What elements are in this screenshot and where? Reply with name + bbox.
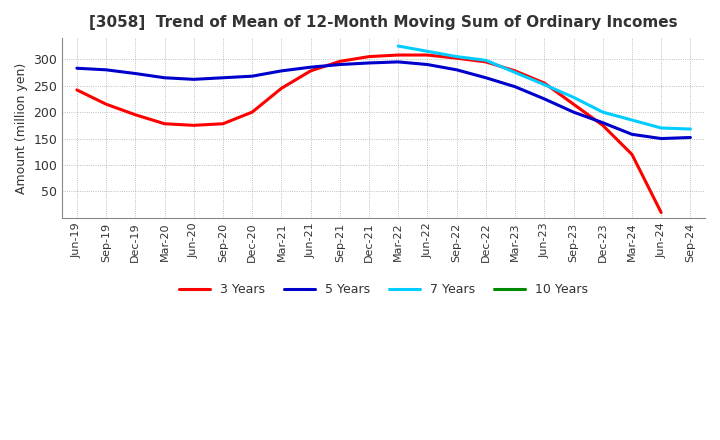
5 Years — [161, 75, 169, 81]
3 Years — [598, 123, 607, 128]
7 Years — [510, 70, 519, 75]
5 Years — [189, 77, 198, 82]
7 Years — [452, 54, 461, 59]
7 Years — [686, 126, 695, 132]
5 Years — [570, 110, 578, 115]
5 Years — [628, 132, 636, 137]
3 Years — [161, 121, 169, 126]
Line: 3 Years: 3 Years — [77, 55, 661, 213]
Y-axis label: Amount (million yen): Amount (million yen) — [15, 62, 28, 194]
3 Years — [336, 59, 344, 64]
5 Years — [510, 84, 519, 89]
5 Years — [131, 71, 140, 76]
5 Years — [452, 67, 461, 73]
7 Years — [628, 117, 636, 123]
5 Years — [482, 75, 490, 81]
5 Years — [73, 66, 81, 71]
7 Years — [482, 58, 490, 63]
Title: [3058]  Trend of Mean of 12-Month Moving Sum of Ordinary Incomes: [3058] Trend of Mean of 12-Month Moving … — [89, 15, 678, 30]
3 Years — [73, 87, 81, 92]
5 Years — [306, 65, 315, 70]
3 Years — [510, 68, 519, 73]
Legend: 3 Years, 5 Years, 7 Years, 10 Years: 3 Years, 5 Years, 7 Years, 10 Years — [174, 279, 593, 301]
5 Years — [540, 96, 549, 102]
3 Years — [102, 102, 110, 107]
5 Years — [598, 120, 607, 125]
3 Years — [365, 54, 374, 59]
7 Years — [394, 44, 402, 49]
3 Years — [394, 52, 402, 58]
3 Years — [189, 123, 198, 128]
3 Years — [423, 52, 432, 58]
3 Years — [657, 210, 665, 215]
3 Years — [540, 81, 549, 86]
3 Years — [482, 59, 490, 65]
5 Years — [365, 60, 374, 66]
5 Years — [657, 136, 665, 141]
3 Years — [277, 86, 286, 91]
3 Years — [570, 102, 578, 107]
5 Years — [248, 73, 256, 79]
3 Years — [219, 121, 228, 126]
3 Years — [452, 55, 461, 61]
7 Years — [423, 49, 432, 54]
3 Years — [306, 68, 315, 73]
3 Years — [248, 110, 256, 115]
7 Years — [657, 125, 665, 131]
7 Years — [540, 82, 549, 87]
5 Years — [102, 67, 110, 73]
5 Years — [423, 62, 432, 67]
Line: 5 Years: 5 Years — [77, 62, 690, 139]
5 Years — [394, 59, 402, 65]
3 Years — [628, 152, 636, 157]
7 Years — [598, 110, 607, 115]
Line: 7 Years: 7 Years — [398, 46, 690, 129]
5 Years — [277, 68, 286, 73]
3 Years — [131, 112, 140, 117]
5 Years — [336, 62, 344, 67]
7 Years — [570, 95, 578, 100]
5 Years — [219, 75, 228, 81]
5 Years — [686, 135, 695, 140]
